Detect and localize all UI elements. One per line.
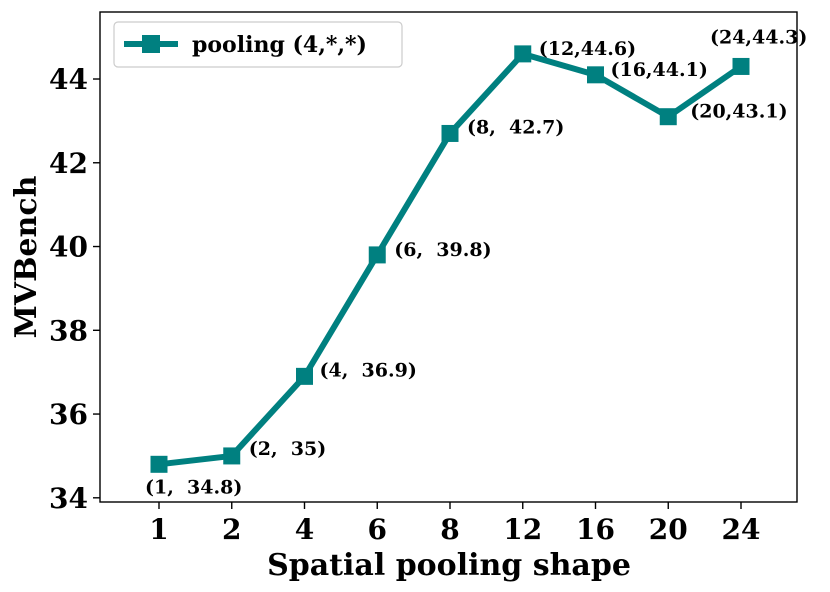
x-tick-label: 16: [576, 513, 615, 546]
data-point: [441, 124, 459, 142]
x-tick-label: 12: [503, 513, 542, 546]
data-label: (20,43.1): [690, 101, 787, 123]
x-axis-label: Spatial pooling shape: [267, 548, 631, 583]
data-point: [223, 447, 241, 465]
x-tick-label: 6: [368, 513, 387, 546]
legend-label: pooling (4,*,*): [192, 32, 367, 58]
x-tick-label: 4: [295, 513, 314, 546]
y-tick-label: 34: [49, 482, 88, 515]
data-point: [150, 455, 168, 473]
data-label: (24,44.3): [710, 26, 807, 48]
y-tick-label: 42: [49, 147, 88, 180]
data-point: [732, 57, 750, 75]
data-point: [514, 45, 532, 63]
x-axis: 1 2 4 6 8 12 16 20 24: [149, 502, 760, 546]
y-tick-label: 44: [49, 63, 88, 96]
data-label: (8, 42.7): [467, 116, 564, 138]
x-tick-label: 1: [149, 513, 168, 546]
data-point: [368, 246, 386, 264]
legend: pooling (4,*,*): [113, 21, 403, 68]
annotations: (1, 34.8) (2, 35) (4, 36.9) (6, 39.8) (8, 42…: [145, 26, 807, 498]
y-tick-label: 36: [49, 398, 88, 431]
data-point: [659, 108, 677, 126]
legend-marker: [142, 35, 160, 53]
data-point: [296, 367, 313, 385]
y-axis: 34 36 38 40 42 44: [49, 63, 100, 515]
data-label: (4, 36.9): [320, 359, 417, 381]
x-tick-label: 20: [649, 513, 688, 546]
data-label: (1, 34.8): [145, 476, 242, 498]
x-tick-label: 24: [722, 513, 761, 546]
y-tick-label: 40: [49, 231, 88, 264]
x-tick-label: 2: [222, 513, 241, 546]
data-label: (12,44.6): [539, 38, 636, 60]
legend-box: [113, 21, 403, 68]
x-tick-label: 8: [440, 513, 459, 546]
data-label: (2, 35): [249, 438, 326, 460]
data-label: (6, 39.8): [394, 239, 491, 261]
data-point: [587, 66, 604, 84]
y-axis-label: MVBench: [9, 175, 44, 338]
markers: [150, 45, 750, 473]
data-label: (16,44.1): [611, 59, 708, 81]
y-tick-label: 38: [49, 314, 88, 347]
plot-area: [99, 11, 798, 503]
